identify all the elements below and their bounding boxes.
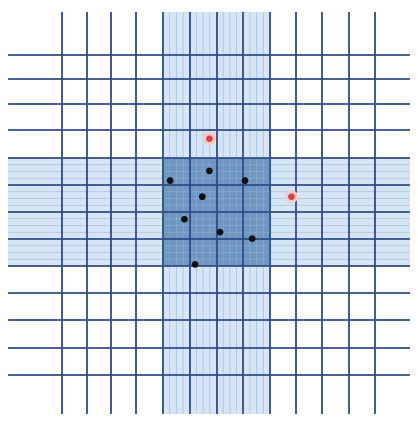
major-grid-lines	[8, 12, 410, 414]
red-point	[206, 135, 213, 142]
black-point	[166, 177, 174, 184]
black-point	[181, 215, 188, 223]
black-point	[205, 167, 213, 175]
black-point	[241, 177, 249, 184]
red-point	[288, 193, 295, 200]
data-points	[166, 132, 298, 268]
black-point	[216, 228, 224, 236]
black-point	[248, 235, 256, 242]
black-point	[198, 193, 206, 201]
black-point	[191, 260, 199, 268]
